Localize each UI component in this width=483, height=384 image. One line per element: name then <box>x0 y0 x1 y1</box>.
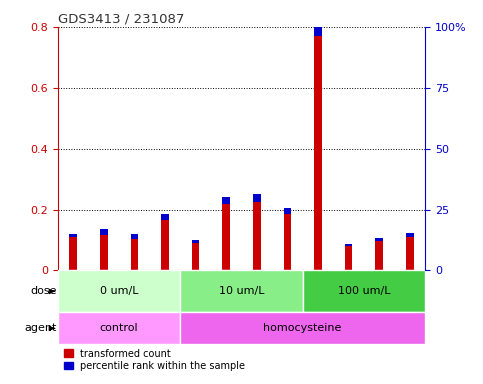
Text: control: control <box>100 323 139 333</box>
Bar <box>242 270 272 344</box>
Bar <box>253 194 261 202</box>
Bar <box>375 241 383 270</box>
Bar <box>314 25 322 36</box>
Bar <box>272 270 303 344</box>
Bar <box>58 270 88 344</box>
Text: GSM240848: GSM240848 <box>405 283 414 331</box>
Bar <box>130 234 138 238</box>
Bar <box>303 270 333 344</box>
Bar <box>375 238 383 241</box>
Bar <box>395 270 425 344</box>
Text: dose: dose <box>30 286 57 296</box>
Bar <box>406 237 413 270</box>
Bar <box>130 238 138 270</box>
Bar <box>303 270 425 312</box>
Bar <box>333 270 364 344</box>
Text: 10 um/L: 10 um/L <box>219 286 264 296</box>
Bar <box>345 244 353 246</box>
Bar <box>70 237 77 270</box>
Bar <box>180 270 211 344</box>
Bar <box>100 235 108 270</box>
Bar <box>58 270 180 312</box>
Text: GSM240535: GSM240535 <box>375 283 384 331</box>
Bar <box>222 197 230 204</box>
Text: GSM240529: GSM240529 <box>191 283 200 331</box>
Bar <box>180 270 303 312</box>
Bar <box>284 208 291 214</box>
Text: GSM240525: GSM240525 <box>69 283 78 331</box>
Text: homocysteine: homocysteine <box>264 323 342 333</box>
Text: GSM240527: GSM240527 <box>130 283 139 331</box>
Bar <box>161 214 169 220</box>
Bar <box>180 312 425 344</box>
Text: GSM240531: GSM240531 <box>252 283 261 331</box>
Text: GSM240530: GSM240530 <box>222 283 231 331</box>
Text: agent: agent <box>24 323 57 333</box>
Bar <box>100 229 108 235</box>
Bar <box>406 233 413 237</box>
Bar <box>192 240 199 243</box>
Text: GSM240534: GSM240534 <box>344 283 353 331</box>
Bar <box>345 246 353 270</box>
Text: GSM240532: GSM240532 <box>283 283 292 331</box>
Text: 100 um/L: 100 um/L <box>338 286 390 296</box>
Legend: transformed count, percentile rank within the sample: transformed count, percentile rank withi… <box>63 348 246 372</box>
Bar <box>284 214 291 270</box>
Text: GDS3413 / 231087: GDS3413 / 231087 <box>58 13 185 26</box>
Bar <box>253 202 261 270</box>
Bar <box>161 220 169 270</box>
Bar <box>58 312 180 344</box>
Text: GSM240528: GSM240528 <box>160 283 170 331</box>
Bar <box>88 270 119 344</box>
Bar <box>211 270 242 344</box>
Bar <box>364 270 395 344</box>
Text: GSM240526: GSM240526 <box>99 283 108 331</box>
Bar <box>222 204 230 270</box>
Text: GSM240533: GSM240533 <box>313 283 323 331</box>
Bar <box>119 270 150 344</box>
Bar <box>70 234 77 237</box>
Bar <box>150 270 180 344</box>
Bar <box>192 243 199 270</box>
Text: 0 um/L: 0 um/L <box>100 286 139 296</box>
Bar <box>314 36 322 270</box>
